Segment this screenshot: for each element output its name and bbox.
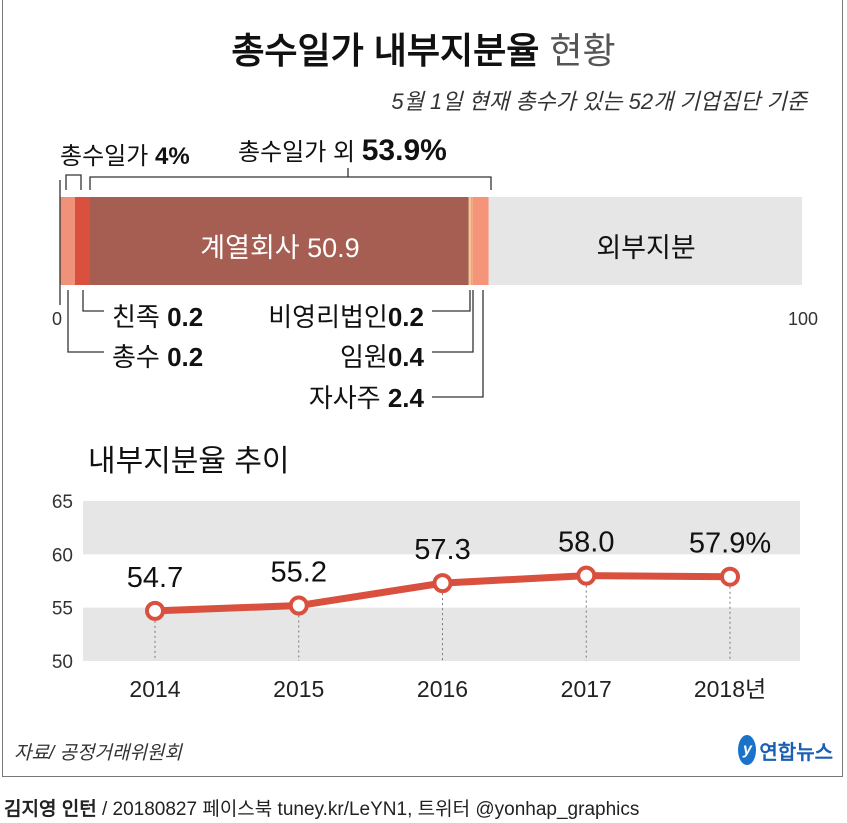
x-tick-label: 2014 [129, 676, 180, 702]
relative-value: 0.2 [167, 302, 204, 332]
relative-name: 친족 [112, 302, 160, 332]
axis-100: 100 [788, 309, 819, 329]
treasury-label: 자사주 2.4 [309, 378, 424, 415]
axis-0: 0 [52, 309, 63, 329]
other-group-label: 총수일가 외 53.9% [238, 132, 447, 168]
subtitle: 5월 1일 현재 총수가 있는 52개 기업집단 기준 [391, 89, 807, 114]
family-group-label: 총수일가 4% [60, 136, 190, 171]
bar-segment-총수 [60, 197, 75, 285]
family-value: 4% [155, 143, 190, 170]
title-bold: 총수일가 내부지분율 [231, 30, 540, 71]
other-value: 53.9% [361, 134, 447, 167]
source: 자료/ 공정거래위원회 [14, 743, 182, 764]
x-tick-label: 2015 [273, 676, 324, 702]
data-label: 58.0 [558, 527, 614, 559]
x-tick-label: 2017 [561, 676, 612, 702]
affiliate-label: 계열회사 50.9 [200, 233, 360, 263]
nonprofit-name: 비영리법인 [268, 302, 388, 332]
frame [2, 0, 843, 777]
other-label: 총수일가 외 [238, 139, 356, 166]
treasury-value: 2.4 [387, 383, 424, 413]
x-tick-label: 2018년 [694, 676, 766, 702]
bar-segment-비영리법인 [468, 197, 471, 285]
executive-name: 임원 [340, 342, 388, 372]
nonprofit-label: 비영리법인0.2 [268, 297, 424, 334]
credit: 김지영 인턴 / 20180827 페이스북 tuney.kr/LeYN1, 트… [4, 794, 639, 821]
owner-name: 총수 [112, 342, 160, 372]
title-light: 현황 [549, 30, 616, 71]
data-point [576, 565, 597, 586]
data-point [720, 566, 740, 587]
logo: y 연합뉴스 [738, 735, 833, 765]
credit-rest: / 20180827 페이스북 tuney.kr/LeYN1, 트위터 @yon… [101, 799, 640, 820]
data-label: 57.9% [689, 528, 771, 560]
data-point [145, 600, 165, 621]
family-label: 총수일가 [60, 143, 149, 170]
data-label: 54.7 [127, 562, 183, 594]
trend-title: 내부지분율 추이 [88, 445, 290, 478]
executive-leader [432, 290, 474, 353]
relative-leader [82, 290, 104, 312]
stacked-bar-chart [59, 168, 802, 398]
bar-segment-외부지분 [488, 197, 802, 285]
band-60-65 [83, 501, 800, 555]
y-tick-label: 60 [52, 545, 73, 566]
executive-label: 임원0.4 [340, 337, 424, 374]
line-chart: 50 55 60 65 2014 54.7 2015 55.2 2016 57.3 2017 58.0… [52, 492, 800, 702]
outside-label: 외부지분 [596, 233, 696, 263]
logo-text: 연합뉴스 [759, 741, 833, 764]
y-tick-label: 55 [52, 599, 73, 620]
y-tick-label: 65 [52, 492, 73, 513]
other-bracket [89, 168, 492, 190]
nonprofit-value: 0.2 [387, 302, 424, 332]
executive-value: 0.4 [387, 342, 424, 372]
bar-segment-자사주 [472, 197, 489, 285]
treasury-name: 자사주 [308, 383, 381, 413]
data-label: 55.2 [271, 557, 327, 589]
y-tick-label: 50 [52, 652, 73, 673]
x-tick-label: 2016 [417, 676, 468, 702]
page-title: 총수일가 내부지분율 현황 [0, 22, 847, 74]
owner-label: 총수 0.2 [112, 337, 203, 374]
credit-name: 김지영 인턴 [4, 799, 97, 820]
owner-leader [67, 290, 104, 353]
bar-segment-임원 [470, 197, 473, 285]
bar-segment-친족 [75, 197, 90, 285]
data-point [288, 595, 309, 616]
owner-value: 0.2 [167, 342, 204, 372]
band-50-55 [83, 607, 800, 661]
data-label: 57.3 [414, 534, 470, 566]
nonprofit-leader [432, 290, 471, 312]
data-point [432, 573, 453, 594]
relative-label: 친족 0.2 [112, 297, 203, 334]
treasury-leader [432, 290, 484, 398]
family-bracket [65, 174, 82, 190]
bar-segment-계열회사 [90, 197, 469, 285]
yonhap-logo-icon: y [738, 735, 757, 765]
